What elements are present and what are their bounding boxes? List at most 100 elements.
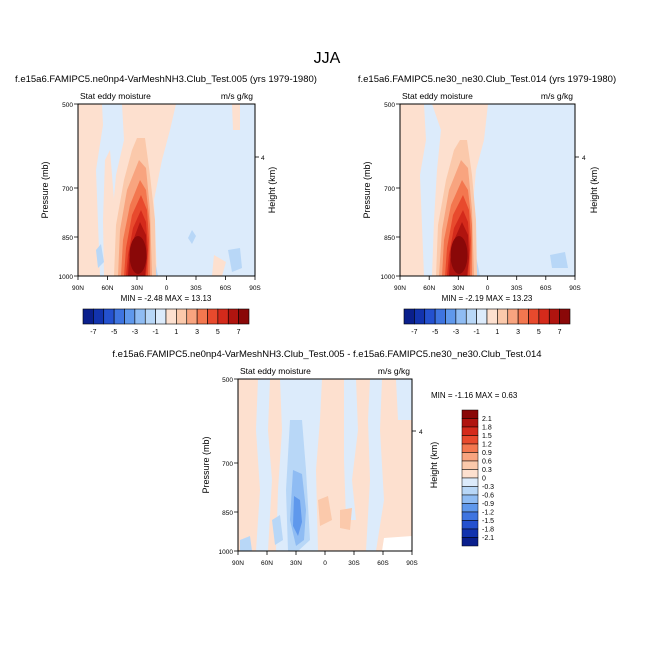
colorbar-a-label: 7 [237,329,241,336]
panel-diff-ytick: 850 [222,510,233,517]
colorbar-a-swatch [113,308,125,325]
panel-a-x-axis: 90N 60N 30N 0 30S 60S 90S [72,276,261,292]
colorbar-diff-label: -1.5 [482,518,494,525]
colorbar-b-label: -3 [453,329,459,336]
colorbar-diff-swatch [461,494,479,504]
panel-b-xtick: 90S [569,285,581,292]
colorbar-a-label: 1 [174,329,178,336]
panel-a-min-max: MIN = -2.48 MAX = 13.13 [121,294,212,303]
colorbar-a-swatch [103,308,115,325]
colorbar-diff-label: -0.6 [482,493,494,500]
colorbar-diff-label: 1.2 [482,442,492,449]
colorbar-b-label: 3 [516,329,520,336]
panel-diff-right-string: m/s g/kg [378,366,410,376]
colorbar-b-swatch [424,308,436,325]
colorbar-diff-swatch [461,443,479,453]
panel-diff-x-axis: 90N 60N 30N 0 30S 60S 90S [232,551,418,567]
colorbar-diff-swatch [461,511,479,521]
panel-a-ylabel-right: Height (km) [267,167,277,214]
panel-diff-ytick: 500 [222,377,233,384]
colorbar-diff-label: 0 [482,476,486,483]
panel-a-ytick: 850 [62,235,73,242]
panel-b-ytick: 850 [384,235,395,242]
colorbar-main-right: -7 -5 -3 -1 1 3 5 7 [403,308,571,336]
panel-a-y-axis: 500 700 850 1000 Pressure (mb) [40,102,78,281]
panel-diff-ytick-right: 4 [419,429,423,436]
panel-diff-min-max: MIN = -1.16 MAX = 0.63 [431,391,518,400]
colorbar-b-swatch [434,308,446,325]
colorbar-a-swatch [134,308,146,325]
colorbar-b-swatch [497,308,509,325]
colorbar-diff-label: 0.3 [482,467,492,474]
colorbar-a-label: 3 [195,329,199,336]
colorbar-diff-swatch [461,460,479,470]
colorbar-a-swatch [93,308,105,325]
colorbar-diff-label: -0.3 [482,484,494,491]
colorbar-diff-swatch [461,469,479,479]
panel-b-min-max: MIN = -2.19 MAX = 13.23 [442,294,533,303]
panel-b-x-axis: 90N 60N 30N 0 30S 60S 90S [394,276,581,292]
panel-diff-xtick: 60S [377,560,389,567]
colorbar-b-swatch [445,308,457,325]
colorbar-b-swatch [507,308,519,325]
panel-b-title: f.e15a6.FAMIPC5.ne30_ne30.Club_Test.014 … [358,74,616,85]
panel-b-xtick: 60S [540,285,552,292]
panel-b-ytick: 500 [384,102,395,109]
panel-a-ylabel: Pressure (mb) [40,161,50,218]
colorbar-a-label: -1 [153,329,159,336]
colorbar-diff-swatch [461,452,479,462]
colorbar-a-label: -3 [132,329,138,336]
colorbar-diff-label: 1.8 [482,425,492,432]
colorbar-diff-swatch [461,528,479,538]
colorbar-a-swatch [82,308,94,325]
panel-model-b: f.e15a6.FAMIPC5.ne30_ne30.Club_Test.014 … [358,74,616,336]
colorbar-diff-label: -1.8 [482,527,494,534]
colorbar-b-swatch [465,308,477,325]
panel-b-right-string: m/s g/kg [541,91,573,101]
panel-diff-xtick: 60N [261,560,273,567]
colorbar-b-swatch [403,308,415,325]
panel-diff-xtick: 90N [232,560,244,567]
colorbar-b-swatch [476,308,488,325]
colorbar-b-swatch [414,308,426,325]
panel-diff-xtick: 30S [348,560,360,567]
panel-diff-field [238,379,412,551]
panel-diff-xtick: 30N [290,560,302,567]
panel-b-xtick: 60N [423,285,435,292]
colorbar-b-label: -1 [474,329,480,336]
panel-a-ytick: 500 [62,102,73,109]
panel-b-xtick: 30S [511,285,523,292]
colorbar-diff-label: -1.2 [482,510,494,517]
panel-diff-xtick: 0 [323,560,327,567]
panel-diff-y-axis: 500 700 850 1000 Pressure (mb) [201,377,238,556]
colorbar-b-label: 5 [537,329,541,336]
colorbar-b-label: -5 [432,329,438,336]
colorbar-diff-label: -2.1 [482,535,494,542]
panel-b-ytick: 1000 [381,274,396,281]
panel-b-xtick: 30N [452,285,464,292]
panel-b-y-right-axis: 4 Height (km) [575,155,599,213]
colorbar-b-swatch [538,308,550,325]
panel-b-xtick: 0 [486,285,490,292]
panel-diff-ytick: 1000 [219,549,234,556]
panel-diff-left-string: Stat eddy moisture [240,366,311,376]
panel-b-ylabel-right: Height (km) [589,167,599,214]
colorbar-b-swatch [486,308,498,325]
colorbar-a-swatch [124,308,136,325]
colorbar-a-swatch [196,308,208,325]
panel-a-xtick: 60N [102,285,114,292]
colorbar-a-swatch [238,308,250,325]
panel-b-y-axis: 500 700 850 1000 Pressure (mb) [362,102,400,281]
panel-model-a: f.e15a6.FAMIPC5.ne0np4-VarMeshNH3.Club_T… [15,74,317,336]
colorbar-a-label: 5 [216,329,220,336]
colorbar-a-label: -5 [111,329,117,336]
panel-b-xtick: 90N [394,285,406,292]
panel-a-xtick: 90N [72,285,84,292]
colorbar-a-swatch [176,308,188,325]
panel-a-xtick: 30S [190,285,202,292]
colorbar-diff-swatch [461,426,479,436]
colorbar-diff-swatch [461,486,479,496]
panel-a-field [78,104,255,276]
panel-a-xtick: 90S [249,285,261,292]
colorbar-diff-label: 0.9 [482,450,492,457]
